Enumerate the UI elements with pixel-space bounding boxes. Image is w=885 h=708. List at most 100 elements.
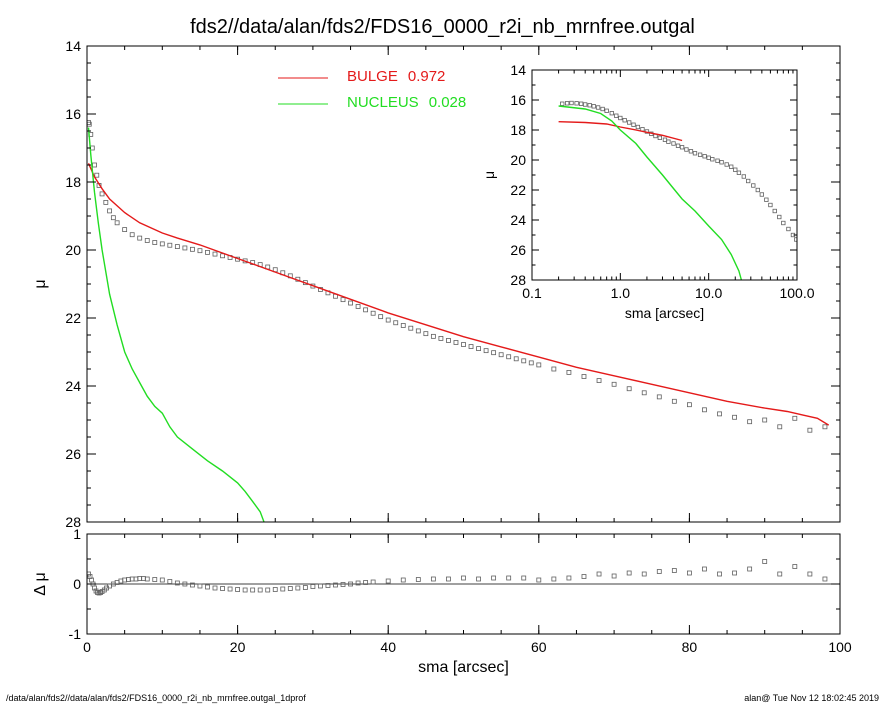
residual-ytick-label: 1 xyxy=(73,526,81,542)
main-data-point xyxy=(626,386,632,392)
inset-data-point xyxy=(565,101,570,106)
inset-data-point xyxy=(679,145,685,150)
residual-data-point xyxy=(220,586,225,591)
main-data-point xyxy=(671,398,677,404)
main-data-point xyxy=(476,346,481,352)
inset-data-point xyxy=(657,135,662,140)
inset-data-point xyxy=(697,152,703,157)
residual-data-point xyxy=(611,573,617,579)
main-data-point xyxy=(92,162,97,168)
inset-data-point xyxy=(569,100,574,106)
inset-data-point xyxy=(688,149,694,154)
inset-data-point xyxy=(746,178,751,184)
inset-data-point xyxy=(772,208,777,214)
residual-data-point xyxy=(174,580,180,586)
residual-data-point xyxy=(822,576,828,582)
residual-data-point xyxy=(95,590,100,595)
residual-data-point xyxy=(257,587,263,593)
residual-data-point xyxy=(272,587,278,592)
inset-data-point xyxy=(781,220,786,226)
inset-data-point xyxy=(622,118,627,123)
residual-data-point xyxy=(581,574,587,579)
main-data-point xyxy=(129,232,135,238)
residual-data-point xyxy=(287,586,293,591)
inset-ytick-label: 18 xyxy=(510,122,526,138)
main-data-point xyxy=(446,338,451,343)
residual-data-point xyxy=(242,587,248,593)
residual-data-point xyxy=(566,575,572,581)
residual-data-point xyxy=(167,579,173,584)
residual-xtick-label: 0 xyxy=(83,639,91,655)
main-data-point xyxy=(641,390,647,396)
inset-ytick-label: 22 xyxy=(510,182,526,198)
residual-data-point xyxy=(333,582,338,588)
main-data-point xyxy=(777,424,783,430)
main-data-point xyxy=(453,340,459,345)
main-data-point xyxy=(687,402,692,408)
main-data-point xyxy=(762,417,768,423)
residual-data-point xyxy=(144,576,150,582)
inset-data-point xyxy=(595,105,601,110)
residual-data-point xyxy=(446,576,451,582)
inset-xtick-label: 1.0 xyxy=(611,285,631,301)
residual-data-point xyxy=(265,587,271,593)
inset-data-point xyxy=(587,103,592,108)
inset-data-point xyxy=(786,226,791,232)
inset-xlabel: sma [arcsec] xyxy=(625,305,704,321)
inset-ytick-label: 24 xyxy=(510,212,526,228)
inset-line-nucleus xyxy=(558,105,743,280)
residual-data-point xyxy=(227,586,233,592)
residual-data-point xyxy=(302,585,308,590)
residual-data-point xyxy=(295,585,301,591)
main-data-point xyxy=(483,348,489,354)
main-data-point xyxy=(566,369,572,375)
inset-data-point xyxy=(794,237,797,242)
inset-line-bulge xyxy=(558,121,683,142)
main-data-point xyxy=(107,208,112,214)
main-ylabel: μ xyxy=(32,279,49,288)
inset-data-point xyxy=(578,101,584,106)
main-data-point xyxy=(174,244,180,250)
main-data-point xyxy=(197,248,203,254)
main-data-point xyxy=(822,424,828,430)
main-data-point xyxy=(611,381,617,387)
residual-data-point xyxy=(400,577,406,583)
residual-data-point xyxy=(807,571,813,577)
main-ytick-label: 24 xyxy=(65,378,81,394)
legend-value-nucleus: 0.028 xyxy=(429,94,467,111)
residual-data-point xyxy=(687,570,692,576)
residual-data-point xyxy=(197,583,203,589)
main-data-point xyxy=(438,335,444,341)
residual-ylabel: Δ μ xyxy=(32,572,49,595)
main-ytick-label: 16 xyxy=(65,106,81,122)
main-data-point xyxy=(521,358,527,364)
main-data-point xyxy=(190,246,195,252)
inset-data-point xyxy=(768,202,773,208)
residual-data-point xyxy=(521,575,527,581)
residual-data-point xyxy=(656,569,662,574)
inset-data-point xyxy=(729,164,734,169)
main-data-point xyxy=(747,419,753,425)
legend: BULGE 0.972 NUCLEUS 0.028 xyxy=(278,68,466,111)
main-data-point xyxy=(144,238,150,243)
main-data-point xyxy=(400,323,406,328)
legend-value-bulge: 0.972 xyxy=(408,68,446,85)
residual-data-point xyxy=(506,575,512,581)
residual-data-point xyxy=(235,587,241,592)
main-data-point xyxy=(348,300,353,306)
residual-data-point xyxy=(491,575,497,581)
inset-ytick-label: 16 xyxy=(510,92,526,108)
residual-xlabel: sma [arcsec] xyxy=(418,659,509,676)
residual-data-point xyxy=(370,579,376,585)
main-data-point xyxy=(220,253,225,259)
residual-data-point xyxy=(87,574,93,579)
main-data-point xyxy=(415,328,421,334)
main-data-point xyxy=(528,360,534,366)
main-data-point xyxy=(498,352,504,358)
inset-data-point xyxy=(719,160,724,165)
main-data-point xyxy=(378,314,384,320)
main-data-point xyxy=(792,415,798,421)
footer-filepath: /data/alan/fds2//data/alan/fds2/FDS16_00… xyxy=(6,693,306,703)
